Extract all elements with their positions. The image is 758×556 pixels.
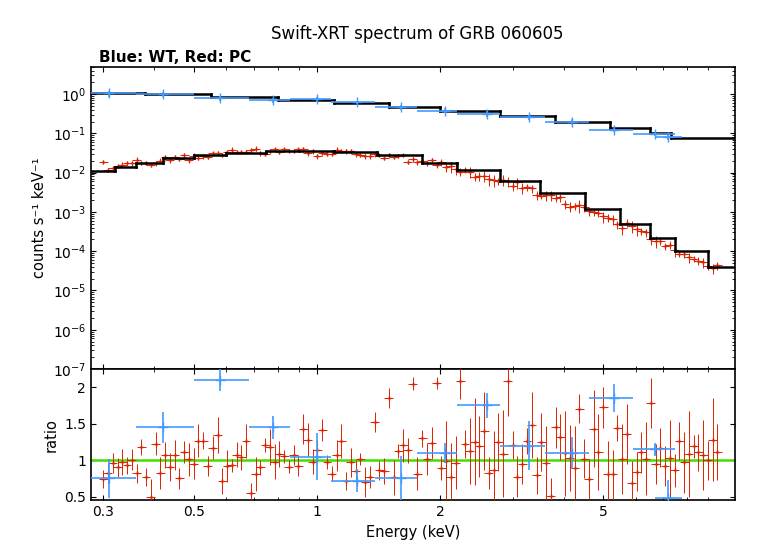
Y-axis label: counts s⁻¹ keV⁻¹: counts s⁻¹ keV⁻¹ xyxy=(32,157,47,278)
Text: Swift-XRT spectrum of GRB 060605: Swift-XRT spectrum of GRB 060605 xyxy=(271,25,563,43)
Y-axis label: ratio: ratio xyxy=(43,418,58,451)
Text: Blue: WT, Red: PC: Blue: WT, Red: PC xyxy=(99,50,251,65)
X-axis label: Energy (keV): Energy (keV) xyxy=(366,525,460,540)
